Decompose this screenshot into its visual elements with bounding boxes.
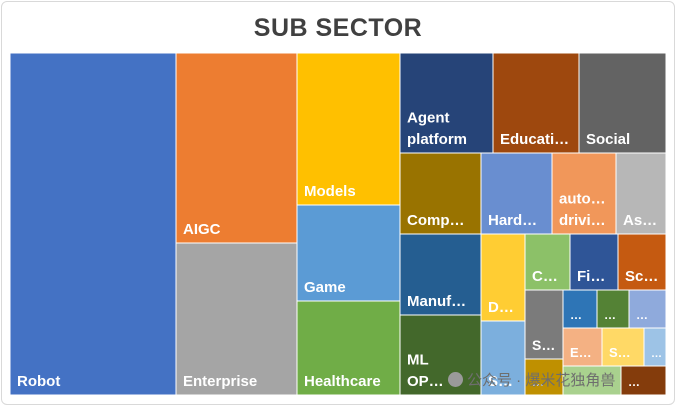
treemap-label: ML	[407, 351, 429, 368]
watermark: 公众号 · 爆米花独角兽	[448, 369, 615, 390]
wechat-icon	[448, 372, 463, 387]
treemap-label: Social	[586, 131, 630, 148]
treemap-cell	[569, 233, 619, 291]
treemap-cell	[562, 365, 622, 395]
treemap-label: Models	[304, 183, 356, 200]
treemap-cell	[628, 289, 666, 329]
treemap-label: …	[636, 308, 648, 322]
treemap-cell	[524, 233, 571, 291]
treemap-label: Enterprise	[183, 373, 257, 390]
treemap-label: Fi…	[577, 268, 605, 285]
treemap-label: …	[570, 308, 582, 322]
treemap-cell	[480, 233, 526, 322]
treemap-label: auto…	[559, 190, 606, 207]
treemap-label: Sc…	[625, 268, 658, 285]
treemap-label: …	[604, 308, 616, 322]
treemap-cell	[643, 327, 666, 367]
treemap-label: …	[532, 375, 544, 389]
treemap-cell	[399, 233, 482, 316]
treemap-label: AIGC	[183, 221, 221, 238]
treemap-cell	[620, 365, 666, 395]
treemap-cell	[175, 242, 298, 395]
treemap-label: S…	[609, 345, 631, 360]
treemap-label: Hard…	[488, 212, 537, 229]
treemap-label: Agent	[407, 109, 450, 126]
treemap-cell	[551, 152, 617, 235]
treemap-label: platform	[407, 131, 467, 148]
treemap-cell	[296, 204, 401, 302]
treemap-label: E…	[570, 345, 592, 360]
treemap-label: Robot	[17, 373, 60, 390]
treemap-label: Game	[304, 279, 346, 296]
treemap-cell	[596, 289, 630, 329]
treemap-cell	[601, 327, 645, 367]
treemap-cell	[10, 53, 177, 395]
treemap-label: Comp…	[407, 212, 465, 229]
treemap-cell	[615, 152, 666, 235]
chart-title: SUB SECTOR	[253, 14, 423, 42]
treemap-label: D…	[488, 299, 514, 316]
treemap-label: drivi…	[559, 212, 606, 229]
treemap-label: OP…	[407, 373, 444, 390]
treemap-label: As…	[623, 212, 657, 229]
treemap-label: C…	[532, 268, 558, 285]
treemap-cell	[296, 53, 401, 206]
treemap-label: Manuf…	[407, 293, 466, 310]
treemap-cell	[578, 53, 666, 154]
treemap-cell	[175, 53, 298, 244]
treemap-label: …	[651, 348, 662, 360]
treemap-label: S…	[532, 337, 555, 353]
treemap-label: Educati…	[500, 131, 569, 148]
treemap-plot: Robot AIGC Enterprise Models Game Healthcare A…	[10, 53, 666, 395]
watermark-text: 公众号 · 爆米花独角兽	[467, 372, 616, 389]
treemap-cell	[480, 320, 526, 395]
treemap-cell	[399, 314, 482, 395]
treemap-label: S…	[488, 373, 513, 390]
treemap-cell	[492, 53, 580, 154]
treemap-label: …	[628, 375, 640, 389]
treemap-cell	[524, 289, 564, 360]
treemap-cell	[562, 327, 603, 367]
treemap-label: Healthcare	[304, 373, 381, 390]
